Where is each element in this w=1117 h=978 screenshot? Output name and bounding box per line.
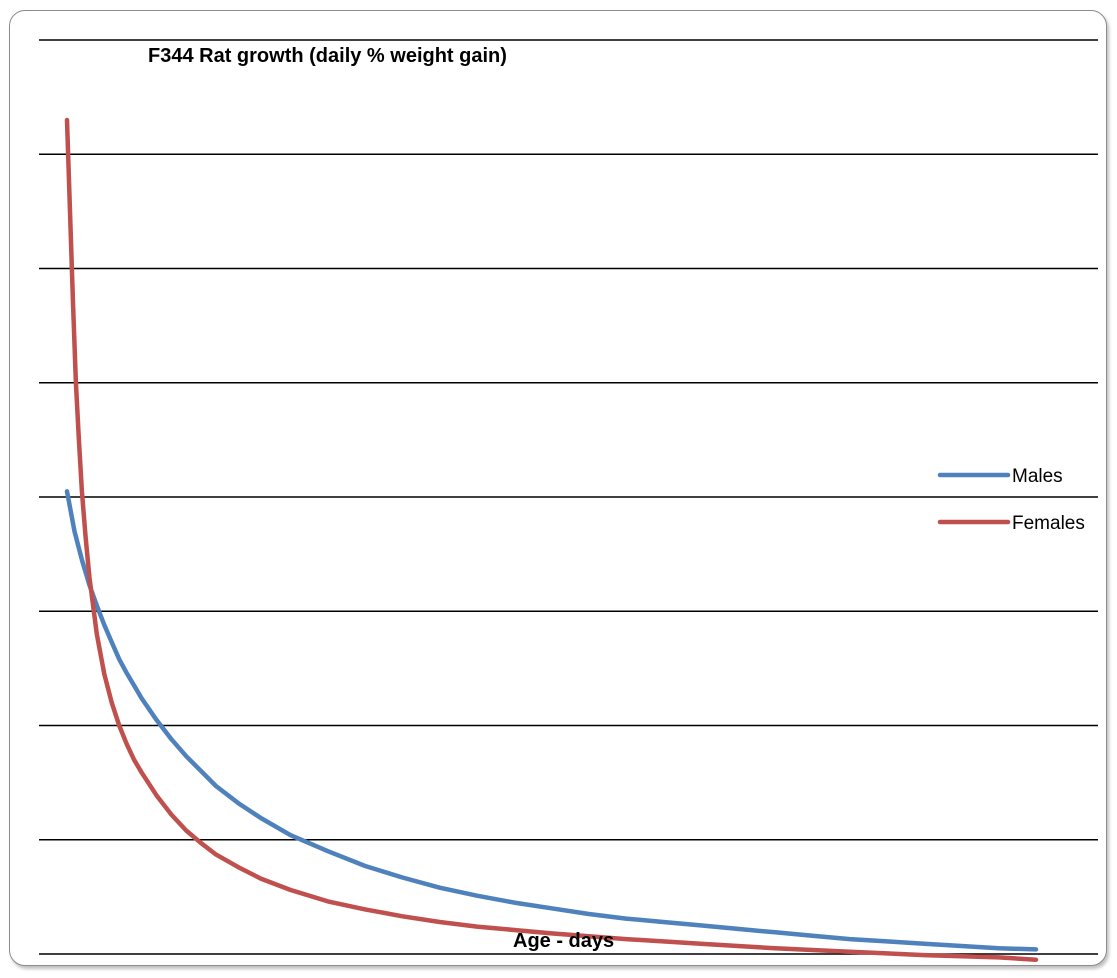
series-line-females xyxy=(64,117,1039,962)
chart-title: F344 Rat growth (daily % weight gain) xyxy=(148,45,507,67)
legend-label-males: Males xyxy=(1012,466,1063,487)
series-line-males xyxy=(64,489,1039,952)
legend-label-females: Females xyxy=(1012,513,1085,534)
x-axis-title: Age - days xyxy=(513,930,614,952)
gridlines xyxy=(39,39,1098,955)
chart-frame xyxy=(9,10,1107,966)
legend: Males Females xyxy=(937,466,1085,534)
series-group xyxy=(64,117,1039,962)
